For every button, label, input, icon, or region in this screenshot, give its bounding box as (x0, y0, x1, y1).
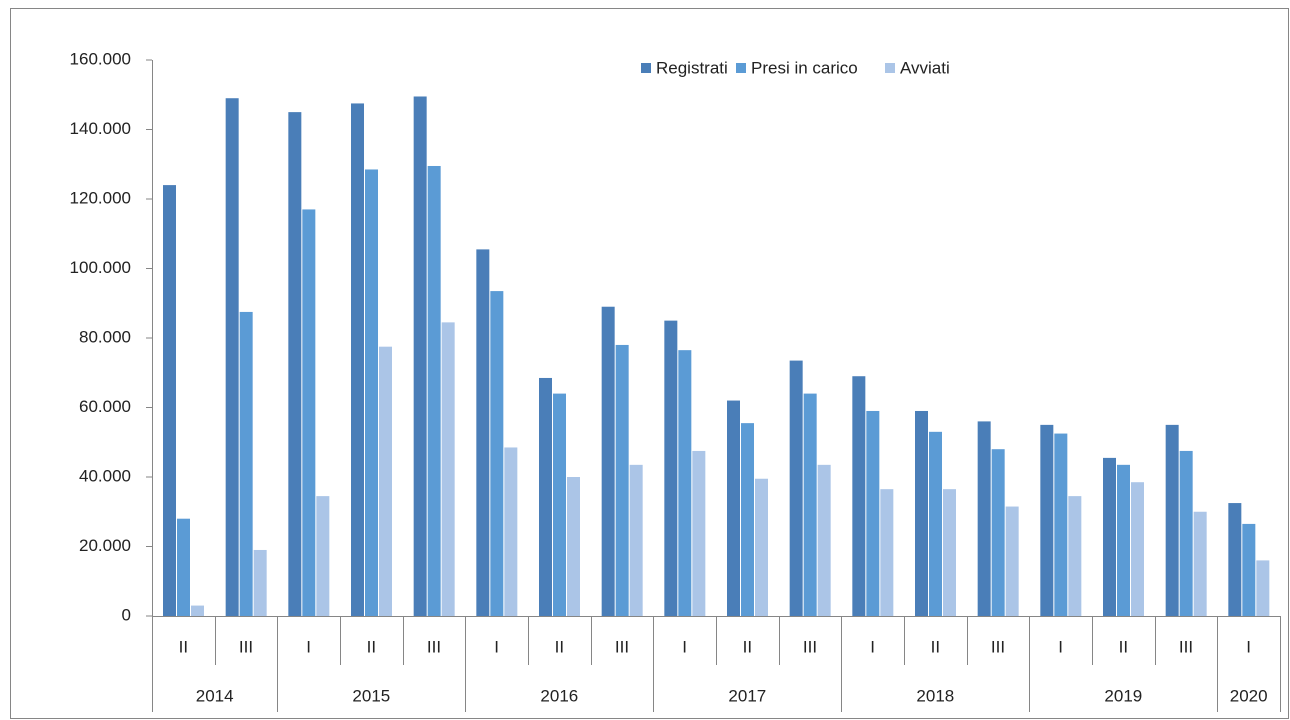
bar (1005, 506, 1019, 616)
bar (991, 449, 1005, 616)
x-tick-label: I (1246, 637, 1251, 656)
bar (727, 400, 740, 616)
bar (1228, 503, 1242, 616)
bar (163, 185, 176, 616)
x-tick-label: III (803, 637, 817, 656)
group-label: 2017 (728, 686, 766, 705)
x-tick-label: II (555, 637, 564, 656)
bar (1131, 482, 1144, 616)
bar (1179, 450, 1193, 616)
bar (239, 311, 253, 616)
bar (817, 464, 831, 616)
x-tick-label: III (239, 637, 253, 656)
bar (664, 320, 678, 616)
bar (490, 291, 504, 616)
bar (1054, 433, 1068, 616)
bar (1193, 511, 1207, 616)
bar (629, 464, 643, 616)
y-tick-label: 20.000 (79, 536, 131, 555)
bar (915, 410, 928, 616)
group-label: 2014 (196, 686, 234, 705)
x-tick-label: III (1179, 637, 1193, 656)
bar (755, 478, 768, 616)
bar (615, 344, 629, 616)
bar (943, 489, 956, 616)
legend-label: Avviati (900, 58, 950, 77)
bar (1256, 560, 1270, 616)
x-tick-label: I (306, 637, 311, 656)
bar (441, 322, 455, 616)
y-tick-label: 40.000 (79, 466, 131, 485)
legend-swatch (885, 63, 895, 73)
x-tick-label: II (1119, 637, 1128, 656)
x-tick-label: I (494, 637, 499, 656)
bar (567, 477, 580, 616)
bar (852, 376, 866, 616)
group-label: 2019 (1104, 686, 1142, 705)
bar (191, 605, 204, 616)
bar (177, 518, 190, 616)
bar (351, 103, 364, 616)
bar (253, 549, 267, 616)
bar (789, 360, 803, 616)
bar (1165, 424, 1179, 616)
x-tick-label: II (931, 637, 940, 656)
bar (539, 377, 552, 616)
x-tick-label: III (991, 637, 1005, 656)
bar (601, 306, 615, 616)
legend-label: Presi in carico (751, 58, 858, 77)
y-tick-label: 120.000 (70, 188, 131, 207)
x-tick-label: II (179, 637, 188, 656)
bar (880, 489, 894, 616)
x-tick-label: I (870, 637, 875, 656)
bar (929, 431, 942, 616)
y-tick-label: 80.000 (79, 327, 131, 346)
group-label: 2020 (1230, 686, 1268, 705)
bar (866, 410, 880, 616)
y-tick-label: 160.000 (70, 49, 131, 68)
bar (413, 96, 427, 617)
legend-swatch (736, 63, 746, 73)
bar (741, 423, 754, 616)
bar (504, 447, 518, 616)
bar (379, 346, 392, 616)
bar (365, 169, 378, 616)
bar (1117, 464, 1130, 616)
x-tick-label: III (615, 637, 629, 656)
bar (803, 393, 817, 616)
legend-swatch (641, 63, 651, 73)
x-tick-label: II (367, 637, 376, 656)
bar (1103, 457, 1116, 616)
bar (302, 209, 316, 617)
x-tick-label: I (682, 637, 687, 656)
bar (553, 393, 566, 616)
bar (977, 421, 991, 616)
group-label: 2018 (916, 686, 954, 705)
x-tick-label: III (427, 637, 441, 656)
bar (692, 450, 706, 616)
x-tick-label: II (743, 637, 752, 656)
legend-label: Registrati (656, 58, 728, 77)
group-label: 2015 (352, 686, 390, 705)
group-label: 2016 (540, 686, 578, 705)
bar (678, 350, 692, 616)
x-tick-label: I (1058, 637, 1063, 656)
bar (225, 98, 239, 617)
bar (1068, 496, 1082, 616)
bar (427, 165, 441, 617)
y-tick-label: 0 (122, 605, 131, 624)
bar (1040, 424, 1054, 616)
y-tick-label: 140.000 (70, 119, 131, 138)
y-tick-label: 100.000 (70, 258, 131, 277)
bar (288, 112, 302, 616)
chart-border (10, 8, 1289, 719)
bar (316, 496, 330, 616)
bar (476, 249, 490, 616)
bar (1242, 523, 1256, 616)
y-tick-label: 60.000 (79, 397, 131, 416)
